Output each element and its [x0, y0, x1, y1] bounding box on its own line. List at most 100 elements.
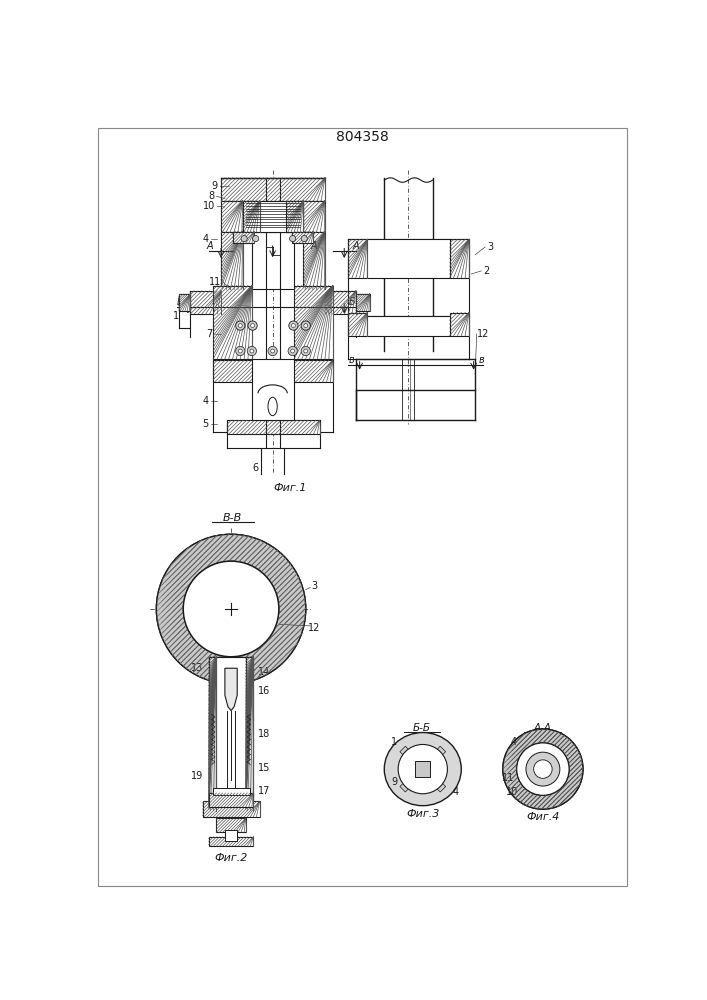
Bar [209, 657, 216, 811]
Bar [415, 761, 431, 777]
Circle shape [235, 321, 245, 330]
Polygon shape [157, 616, 186, 632]
Circle shape [183, 561, 279, 657]
Polygon shape [197, 538, 216, 566]
Polygon shape [259, 643, 284, 669]
Text: 1: 1 [390, 737, 397, 747]
Circle shape [271, 349, 274, 353]
Polygon shape [208, 654, 223, 683]
Bar [286, 201, 303, 232]
Polygon shape [238, 535, 254, 564]
Circle shape [301, 346, 310, 356]
Text: 10: 10 [204, 201, 216, 211]
Bar [325, 291, 356, 314]
Circle shape [248, 321, 257, 330]
Bar [209, 657, 253, 811]
Bar [221, 232, 243, 289]
Text: Фиг.1: Фиг.1 [274, 483, 307, 493]
Text: 4: 4 [452, 787, 459, 797]
Text: 4: 4 [203, 234, 209, 244]
Polygon shape [276, 586, 305, 601]
Circle shape [247, 346, 257, 356]
Bar [303, 201, 325, 232]
Bar [209, 793, 253, 807]
Polygon shape [219, 656, 231, 684]
Text: В-В: В-В [223, 513, 243, 523]
Polygon shape [231, 534, 243, 562]
Text: 12: 12 [477, 329, 489, 339]
Text: Б: Б [177, 297, 184, 307]
Bar [221, 201, 243, 232]
Polygon shape [246, 538, 265, 566]
Circle shape [291, 324, 296, 328]
Text: 8: 8 [209, 191, 215, 201]
Polygon shape [208, 535, 223, 564]
Bar [213, 788, 250, 795]
Polygon shape [265, 556, 291, 581]
Bar [294, 286, 333, 359]
Bar [221, 178, 325, 201]
Bar [292, 232, 313, 243]
Polygon shape [197, 651, 216, 680]
Text: 11: 11 [209, 277, 221, 287]
Polygon shape [178, 549, 203, 575]
Circle shape [517, 743, 569, 795]
Bar [303, 232, 325, 289]
Polygon shape [238, 654, 254, 683]
Bar [203, 801, 259, 817]
Text: 17: 17 [258, 786, 270, 796]
Polygon shape [178, 643, 203, 669]
Circle shape [156, 534, 305, 684]
Text: Фиг.3: Фиг.3 [406, 809, 440, 819]
Bar [246, 657, 253, 811]
Text: 14: 14 [258, 667, 270, 677]
Circle shape [290, 235, 296, 242]
Polygon shape [279, 597, 305, 609]
Polygon shape [170, 637, 197, 662]
Bar [216, 657, 246, 811]
Circle shape [503, 729, 583, 809]
Polygon shape [157, 586, 186, 601]
Circle shape [534, 760, 552, 778]
Text: 15: 15 [258, 763, 270, 773]
Circle shape [304, 324, 308, 328]
Circle shape [251, 324, 255, 328]
Circle shape [288, 346, 297, 356]
Polygon shape [170, 556, 197, 581]
Text: А: А [206, 241, 213, 251]
Text: 4: 4 [510, 737, 517, 747]
Bar [348, 239, 368, 278]
Text: 2: 2 [484, 266, 490, 276]
Text: 11: 11 [502, 773, 515, 783]
Bar [227, 420, 320, 434]
Polygon shape [252, 648, 275, 675]
Bar [252, 359, 294, 420]
Polygon shape [269, 631, 298, 653]
Bar [214, 286, 252, 359]
Polygon shape [165, 631, 192, 653]
Polygon shape [274, 575, 302, 594]
Bar [348, 312, 368, 336]
Text: 9: 9 [391, 777, 397, 787]
Polygon shape [187, 542, 209, 570]
Polygon shape [231, 656, 243, 684]
Polygon shape [225, 668, 238, 711]
Circle shape [238, 349, 243, 353]
Polygon shape [265, 637, 291, 662]
Bar [450, 239, 469, 278]
Bar [179, 294, 190, 311]
Text: 10: 10 [506, 787, 518, 797]
Bar [368, 316, 450, 336]
Bar [243, 201, 303, 232]
Circle shape [288, 321, 298, 330]
Polygon shape [156, 597, 184, 609]
Text: 1: 1 [173, 311, 180, 321]
Polygon shape [274, 624, 302, 643]
Bar [368, 239, 450, 278]
Polygon shape [160, 624, 189, 643]
Bar [435, 781, 445, 792]
Text: 5: 5 [202, 419, 209, 429]
Text: 4: 4 [203, 396, 209, 406]
Circle shape [301, 235, 308, 242]
Polygon shape [160, 575, 189, 594]
